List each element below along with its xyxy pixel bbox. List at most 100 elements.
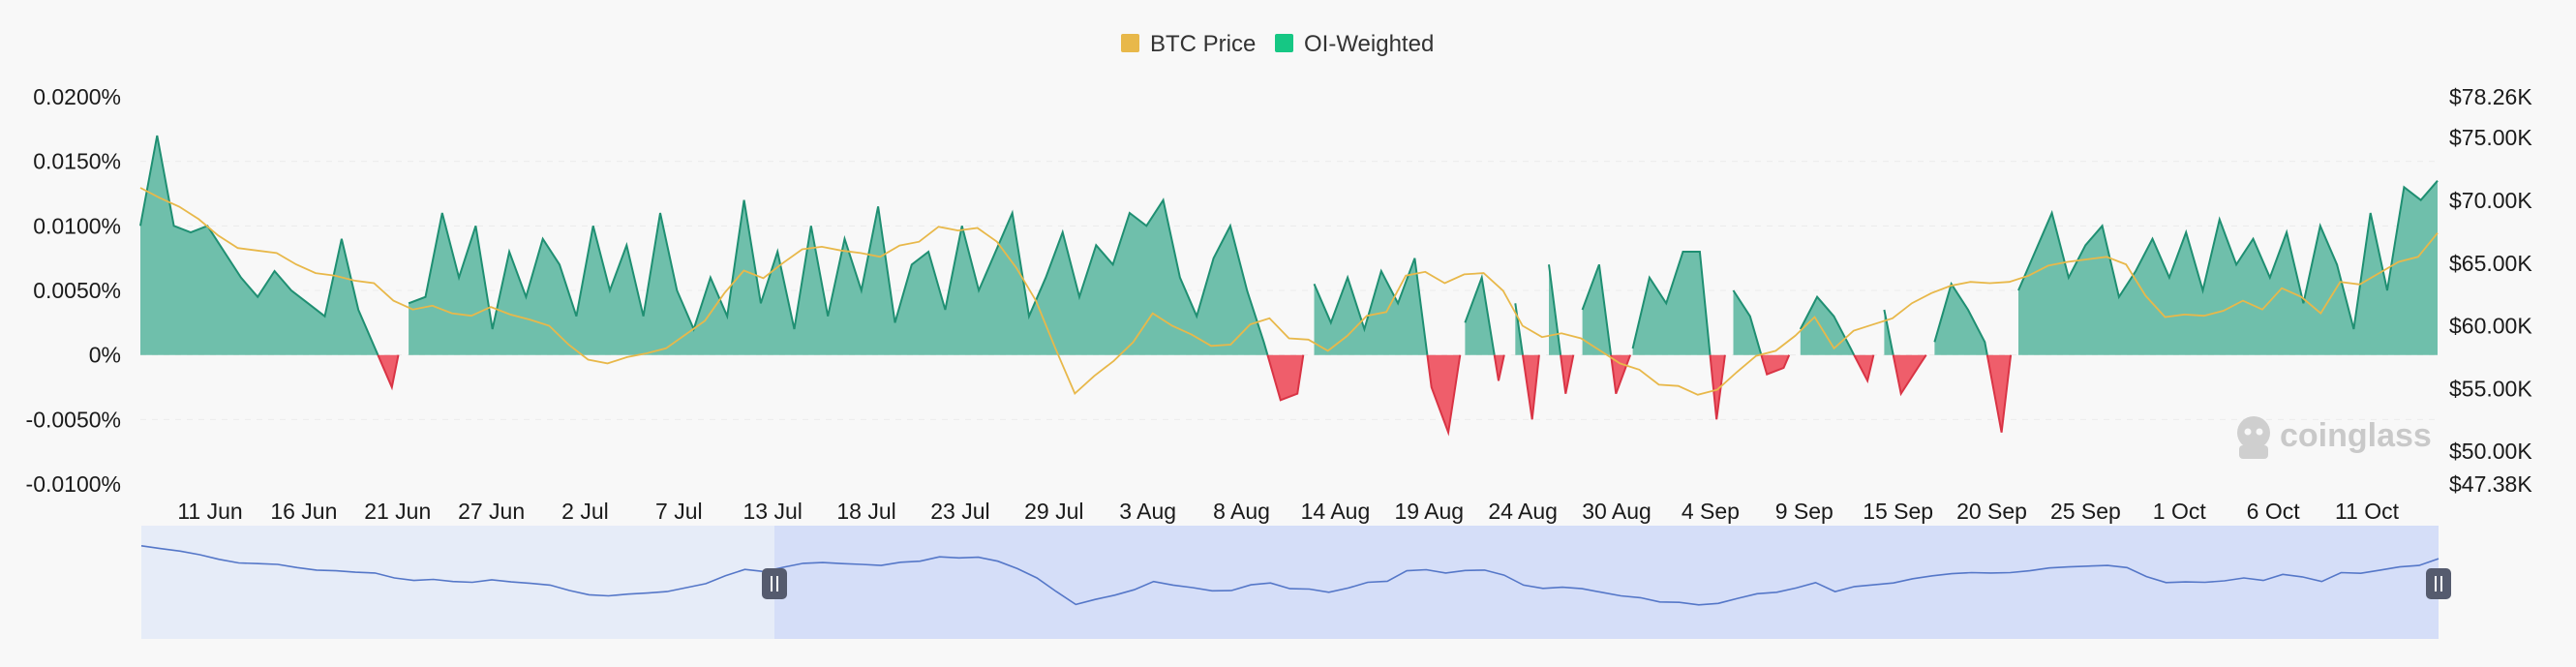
x-axis-tick: 29 Jul <box>1024 499 1083 524</box>
oi-weighted-area <box>139 135 2439 437</box>
negative-area-segment <box>1710 354 1725 420</box>
x-axis-tick: 13 Jul <box>743 499 803 524</box>
negative-line-segment <box>1426 354 1462 437</box>
left-axis-tick: 0.0150% <box>33 149 121 174</box>
x-axis-tick: 6 Oct <box>2247 499 2301 524</box>
left-axis-tick: 0.0200% <box>33 84 121 109</box>
x-axis-tick: 7 Jul <box>655 499 703 524</box>
positive-line-segment <box>139 135 379 356</box>
legend: BTC Price OI-Weighted <box>1121 31 1434 57</box>
positive-area-segment <box>1733 290 1762 355</box>
negative-area-segment <box>1561 354 1574 394</box>
right-axis-tick: $60.00K <box>2449 314 2532 339</box>
positive-area-segment <box>1465 277 1495 355</box>
x-axis-tick: 18 Jul <box>836 499 895 524</box>
right-axis-tick: $55.00K <box>2449 376 2532 401</box>
negative-line-segment <box>1760 354 1791 377</box>
left-axis-tick: -0.0100% <box>26 471 121 497</box>
x-axis-tick: 16 Jun <box>270 499 337 524</box>
x-axis-tick: 15 Sep <box>1863 499 1933 524</box>
navigator-selected-range[interactable] <box>774 526 2439 639</box>
positive-area-segment <box>2018 180 2438 355</box>
negative-area-segment <box>1494 354 1504 381</box>
watermark-text: coinglass <box>2280 417 2432 454</box>
left-axis-tick: 0% <box>89 343 121 368</box>
negative-line-segment <box>1610 354 1632 395</box>
range-navigator[interactable] <box>140 526 2451 639</box>
positive-line-segment <box>1464 273 1496 355</box>
negative-line-segment <box>1560 354 1575 394</box>
positive-area-segment <box>1934 284 1987 355</box>
negative-line-segment <box>1709 354 1726 420</box>
negative-line-segment <box>1522 354 1540 420</box>
negative-line-segment <box>1892 354 1927 397</box>
right-axis-tick: $75.00K <box>2449 125 2532 150</box>
positive-line-segment <box>1933 281 1988 355</box>
positive-line-segment <box>1799 294 1856 356</box>
coinglass-logo-icon <box>2237 416 2270 459</box>
right-axis-tick: $70.00K <box>2449 188 2532 213</box>
negative-line-segment <box>377 354 400 391</box>
positive-area-segment <box>1314 258 1428 355</box>
positive-line-segment <box>408 197 1269 355</box>
positive-area-segment <box>1632 252 1711 355</box>
x-axis-tick: 11 Oct <box>2335 499 2400 524</box>
left-axis-tick: 0.0050% <box>33 278 121 303</box>
x-axis-tick: 3 Aug <box>1119 499 1176 524</box>
legend-swatch-oi-weighted <box>1275 34 1293 52</box>
negative-area-segment <box>1986 354 2012 433</box>
x-axis-tick: 2 Jul <box>561 499 609 524</box>
positive-area-segment <box>140 136 379 355</box>
negative-line-segment <box>1985 354 2013 433</box>
positive-line-segment <box>1732 289 1763 355</box>
positive-line-segment <box>2017 180 2439 330</box>
negative-line-segment <box>1853 354 1875 384</box>
x-axis-tick: 19 Aug <box>1394 499 1464 524</box>
right-axis-tick: $65.00K <box>2449 251 2532 276</box>
positive-line-segment <box>1313 258 1429 355</box>
x-axis-tick: 14 Aug <box>1301 499 1371 524</box>
x-axis-tick: 11 Jun <box>177 499 242 524</box>
x-axis-tick: 21 Jun <box>364 499 431 524</box>
x-axis: 11 Jun 16 Jun 21 Jun 27 Jun 2 Jul 7 Jul 13 Jul… <box>177 499 2399 524</box>
left-axis-tick: -0.0050% <box>26 407 121 432</box>
negative-line-segment <box>1493 354 1505 381</box>
x-axis-tick: 23 Jul <box>930 499 989 524</box>
btc-price-line-layer <box>139 187 2439 396</box>
x-axis-tick: 27 Jun <box>458 499 525 524</box>
negative-area-segment <box>1761 354 1790 375</box>
positive-line-segment <box>1631 251 1712 355</box>
legend-item-btc-price[interactable]: BTC Price <box>1121 31 1256 57</box>
negative-line-segment <box>1266 354 1305 402</box>
x-axis-tick: 4 Sep <box>1682 499 1740 524</box>
right-axis-tick: $47.38K <box>2449 471 2532 497</box>
negative-area-segment <box>1267 354 1304 401</box>
legend-item-oi-weighted[interactable]: OI-Weighted <box>1275 31 1434 57</box>
right-axis: $78.26K $75.00K $70.00K $65.00K $60.00K $55.0… <box>2449 84 2532 497</box>
legend-swatch-btc-price <box>1121 34 1139 52</box>
btc-price-line <box>139 187 2439 396</box>
left-axis-tick: 0.0100% <box>33 213 121 238</box>
x-axis-tick: 24 Aug <box>1488 499 1558 524</box>
right-axis-tick: $78.26K <box>2449 84 2532 109</box>
positive-area-segment <box>409 199 1268 355</box>
left-axis: 0.0200% 0.0150% 0.0100% 0.0050% 0% -0.0050% -0… <box>26 84 121 497</box>
navigator-handle-left[interactable] <box>762 568 787 599</box>
positive-line-segment <box>1883 309 1894 355</box>
x-axis-tick: 9 Sep <box>1775 499 1834 524</box>
negative-area-segment <box>1893 354 1926 394</box>
positive-line-segment <box>1581 263 1613 355</box>
coinglass-watermark: coinglass <box>2237 416 2432 459</box>
negative-area-segment <box>1427 354 1461 433</box>
positive-area-segment <box>1582 264 1612 355</box>
x-axis-tick: 30 Aug <box>1582 499 1652 524</box>
x-axis-tick: 20 Sep <box>1956 499 2027 524</box>
navigator-handle-right[interactable] <box>2426 568 2451 599</box>
legend-label-oi-weighted: OI-Weighted <box>1304 31 1434 57</box>
right-axis-tick: $50.00K <box>2449 439 2532 464</box>
x-axis-tick: 1 Oct <box>2153 499 2207 524</box>
navigator-price-line <box>140 545 2440 606</box>
positive-line-segment <box>1514 303 1524 355</box>
